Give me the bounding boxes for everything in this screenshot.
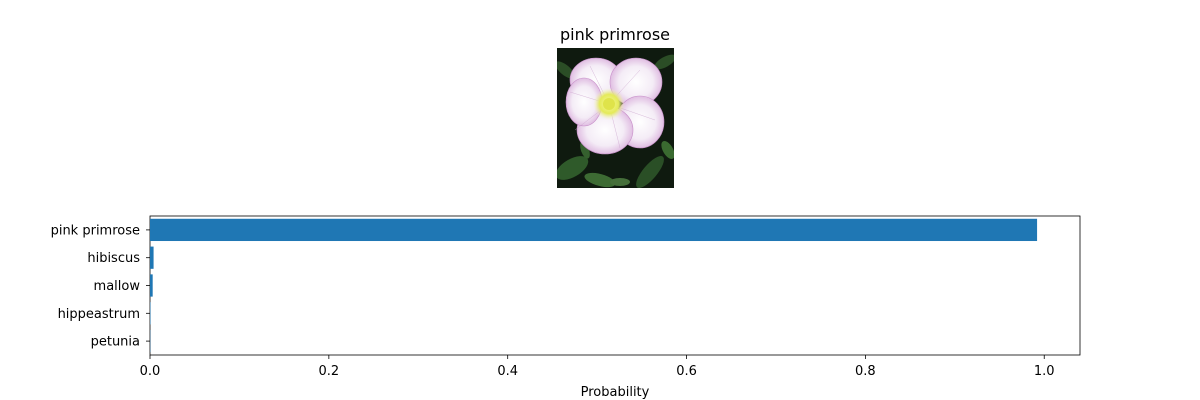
y-tick-label: mallow	[94, 279, 141, 294]
y-tick-label: pink primrose	[51, 223, 140, 238]
x-tick-label: 0.2	[319, 364, 340, 379]
x-tick-label: 1.0	[1034, 364, 1055, 379]
x-tick-label: 0.0	[140, 364, 161, 379]
bar-mallow	[150, 274, 153, 297]
y-tick-label: hippeastrum	[58, 307, 140, 322]
x-tick-label: 0.8	[855, 364, 876, 379]
y-tick-label: hibiscus	[87, 251, 140, 266]
bar-chart: pink primrose hibiscus mallow hippeastrum pe…	[51, 215, 1081, 400]
x-tick-label: 0.4	[497, 364, 518, 379]
bar-hibiscus	[150, 246, 154, 269]
y-tick-label: petunia	[91, 335, 140, 350]
bar-pink-primrose	[150, 218, 1038, 242]
x-axis-label: Probability	[581, 385, 650, 400]
x-tick-label: 0.6	[676, 364, 697, 379]
flower-photo	[557, 48, 674, 188]
image-title: pink primrose	[560, 25, 670, 44]
